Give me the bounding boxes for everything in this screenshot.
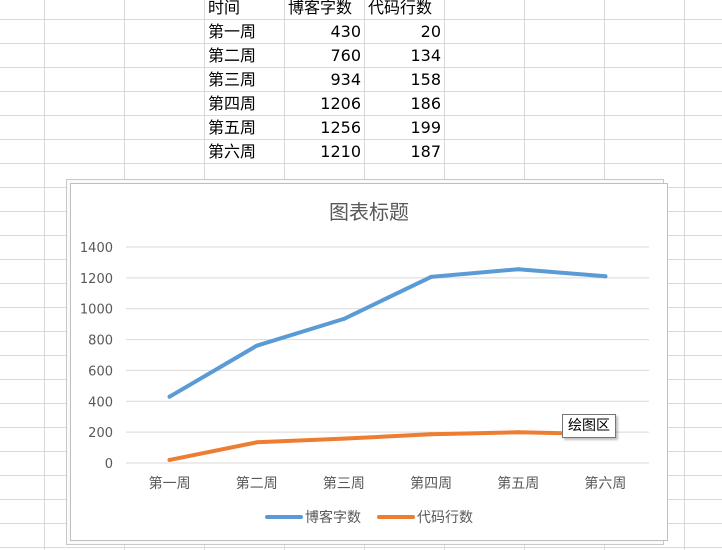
legend[interactable]: 博客字数 代码行数 (265, 509, 473, 526)
table-cell[interactable]: 第五周 (208, 118, 257, 137)
x-tick-label: 第二周 (236, 475, 278, 492)
data-point[interactable] (516, 430, 521, 435)
table-cell[interactable]: 第四周 (208, 94, 257, 113)
x-tick-label: 第三周 (323, 475, 365, 492)
data-point[interactable] (341, 316, 346, 321)
header-cell-code-lines[interactable]: 代码行数 (368, 0, 433, 17)
series-line[interactable] (167, 267, 608, 399)
data-point[interactable] (516, 267, 521, 272)
plot-area[interactable] (167, 267, 608, 462)
plot-area-tooltip: 绘图区 (562, 414, 616, 438)
x-axis-labels[interactable]: 第一周 第二周 第三周 第四周 第五周 第六周 (149, 475, 627, 492)
data-point[interactable] (429, 274, 434, 279)
table-cell[interactable]: 20 (420, 22, 441, 41)
y-tick-label: 1400 (80, 241, 113, 256)
data-point[interactable] (341, 436, 346, 441)
chart-title[interactable]: 图表标题 (329, 200, 409, 224)
data-point[interactable] (167, 394, 172, 399)
table-cell[interactable]: 134 (410, 46, 441, 65)
table-cell[interactable]: 760 (330, 46, 361, 65)
table-cell[interactable]: 第二周 (208, 46, 257, 65)
x-tick-label: 第五周 (497, 475, 539, 492)
y-tick-label: 400 (88, 395, 113, 410)
series-line[interactable] (167, 430, 608, 462)
table-cell[interactable]: 1206 (320, 94, 361, 113)
y-axis-labels[interactable]: 0 200 400 600 800 1000 1200 1400 (80, 241, 113, 472)
y-tick-label: 200 (88, 426, 113, 441)
legend-label[interactable]: 代码行数 (417, 510, 473, 526)
y-tick-label: 0 (105, 457, 113, 472)
x-tick-label: 第四周 (410, 475, 452, 492)
y-tick-label: 1200 (80, 272, 113, 287)
y-tick-label: 1000 (80, 303, 113, 318)
chart-area[interactable]: 图表标题 0 200 400 600 800 1000 1200 1400 第一周 第二周 第三周… (70, 183, 668, 541)
table-cell[interactable]: 第三周 (208, 70, 257, 89)
table-cell[interactable]: 934 (330, 70, 361, 89)
line-chart[interactable]: 图表标题 0 200 400 600 800 1000 1200 1400 第一周 第二周 第三周… (71, 184, 667, 540)
x-tick-label: 第一周 (149, 475, 191, 492)
data-point[interactable] (254, 440, 259, 445)
header-cell-blog-words[interactable]: 博客字数 (288, 0, 353, 17)
y-tick-label: 600 (88, 364, 113, 379)
table-cell[interactable]: 430 (330, 22, 361, 41)
table-cell[interactable]: 199 (410, 118, 441, 137)
table-cell[interactable]: 1210 (320, 142, 361, 161)
legend-label[interactable]: 博客字数 (305, 509, 361, 526)
data-point[interactable] (254, 343, 259, 348)
data-point[interactable] (167, 457, 172, 462)
table-cell[interactable]: 第一周 (208, 22, 257, 41)
gridlines (126, 246, 649, 464)
data-point[interactable] (429, 432, 434, 437)
y-tick-label: 800 (88, 334, 113, 349)
table-cell[interactable]: 第六周 (208, 142, 257, 161)
table-cell[interactable]: 1256 (320, 118, 361, 137)
table-cell[interactable]: 186 (410, 94, 441, 113)
x-tick-label: 第六周 (584, 475, 626, 492)
table-cell[interactable]: 158 (410, 70, 441, 89)
header-cell-time[interactable]: 时间 (208, 0, 241, 17)
table-cell[interactable]: 187 (410, 142, 441, 161)
data-point[interactable] (603, 274, 608, 279)
